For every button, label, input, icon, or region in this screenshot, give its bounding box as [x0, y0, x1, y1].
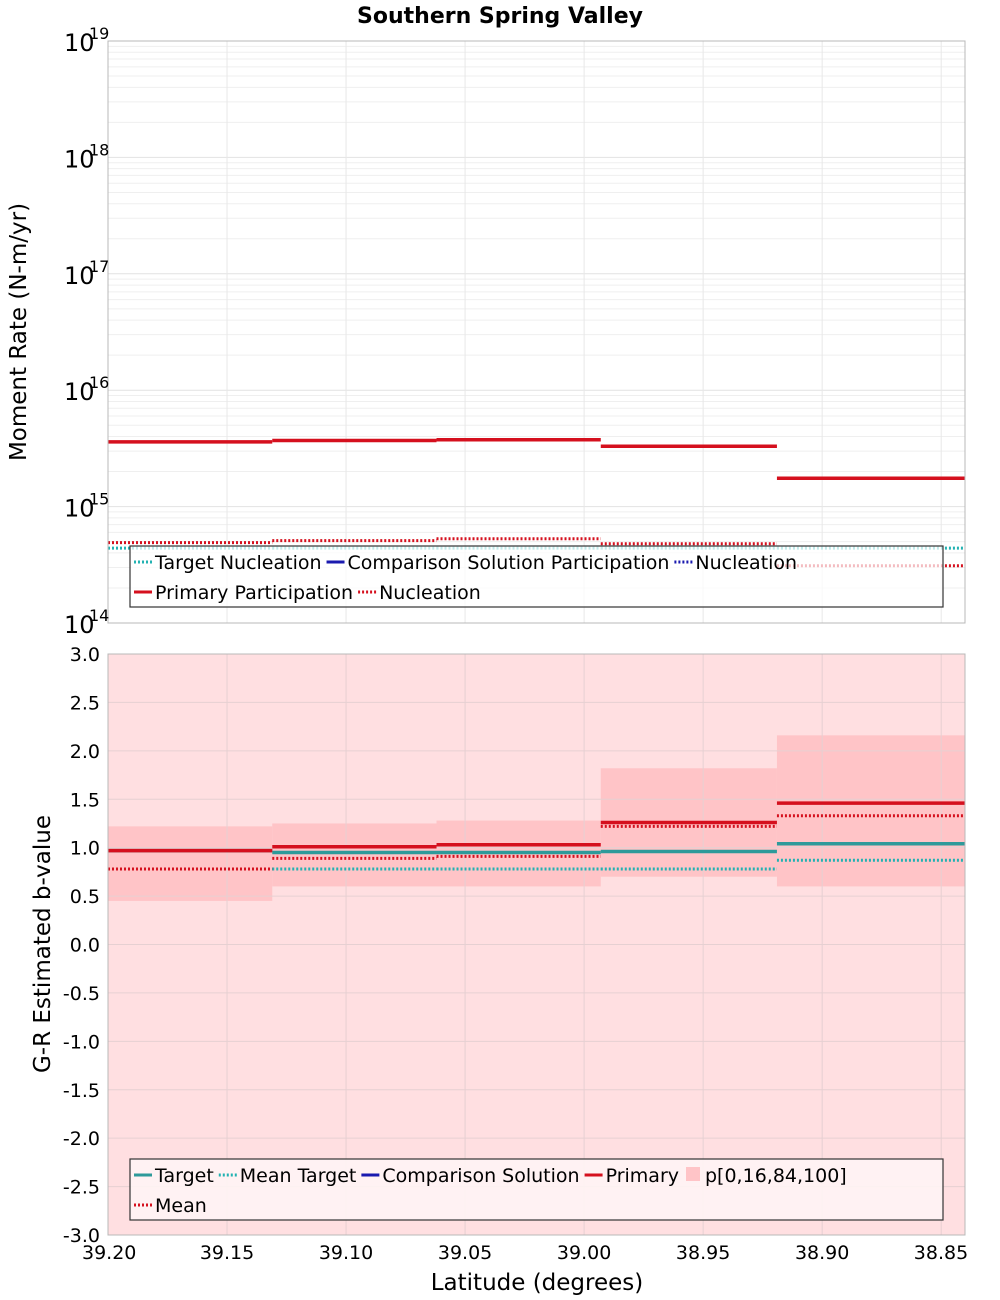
y-tick-label: 0.0	[70, 935, 100, 957]
y-tick-label: 3.0	[70, 644, 100, 666]
y-tick-label: 1.5	[70, 789, 100, 811]
y-tick-label: 2.0	[70, 741, 100, 763]
y-tick-exponent: 18	[89, 140, 109, 159]
y-tick-label: 1.0	[70, 838, 100, 860]
y-tick-label: -2.5	[63, 1177, 100, 1199]
y-tick-label: 10	[64, 29, 95, 57]
x-tick-label: 39.15	[200, 1242, 254, 1264]
moment-rate-legend: Target Nucleation Comparison Solution Par…	[129, 545, 944, 608]
x-tick-label: 38.85	[914, 1242, 968, 1264]
legend-label: Primary	[606, 1165, 679, 1187]
moment-rate-grid	[107, 41, 965, 624]
b-value-legend: Target Mean Target Comparison Solution Prim…	[129, 1158, 944, 1221]
legend-label: Comparison Solution	[382, 1165, 579, 1187]
legend-box	[129, 545, 944, 608]
y-tick-label: -1.0	[63, 1031, 100, 1053]
x-tick-label: 39.05	[438, 1242, 492, 1264]
y-tick-exponent: 19	[89, 24, 109, 43]
percentile-band-inner	[776, 735, 965, 887]
y-tick-label: -3.0	[63, 1225, 100, 1247]
y-tick-exponent: 16	[89, 373, 109, 392]
percentile-band-inner	[272, 823, 437, 887]
b-value-series	[108, 801, 965, 871]
moment-rate-y-axis-label: Moment Rate (N-m/yr)	[6, 203, 32, 461]
legend-label: Mean Target	[240, 1165, 357, 1187]
y-tick-label: -2.0	[63, 1128, 100, 1150]
legend-label: Mean	[155, 1195, 207, 1217]
y-tick-label: 10	[64, 611, 95, 639]
legend-label: p[0,16,84,100]	[705, 1165, 847, 1187]
b-value-plot-border	[107, 653, 966, 1236]
y-tick-label: 10	[64, 262, 95, 290]
legend-swatch	[686, 1167, 700, 1181]
legend-label: Primary Participation	[155, 582, 353, 604]
y-tick-label: 0.5	[70, 886, 100, 908]
b-value-y-ticks: 3.0 2.5 2.0 1.5 1.0 0.5 0.0 -0.5 -1.0 -1.5 -2.0 -2.…	[63, 644, 100, 1247]
x-axis-label: Latitude (degrees)	[431, 1270, 644, 1296]
legend-label: Target	[154, 1165, 214, 1187]
legend-label: Nucleation	[379, 582, 481, 604]
legend-label: Target Nucleation	[154, 552, 322, 574]
x-tick-label: 38.90	[795, 1242, 849, 1264]
y-tick-label: 2.5	[70, 692, 100, 714]
b-value-panel: 3.0 2.5 2.0 1.5 1.0 0.5 0.0 -0.5 -1.0 -1.5 -2.0 -2.…	[30, 644, 966, 1247]
b-value-y-axis-label: G-R Estimated b-value	[30, 815, 56, 1073]
y-tick-label: 10	[64, 145, 95, 173]
legend-label: Comparison Solution Participation	[348, 552, 670, 574]
y-tick-label: 10	[64, 495, 95, 523]
y-tick-label: -0.5	[63, 983, 100, 1005]
x-tick-label: 39.00	[557, 1242, 611, 1264]
chart-title: Southern Spring Valley	[357, 4, 643, 29]
legend-label: Nucleation	[695, 552, 797, 574]
percentile-band-inner	[108, 826, 273, 901]
moment-rate-plot-area	[108, 41, 965, 623]
y-tick-exponent: 14	[89, 606, 109, 625]
legend-box	[129, 1158, 944, 1221]
moment-rate-plot-border	[107, 40, 966, 624]
y-tick-exponent: 15	[89, 490, 109, 509]
x-tick-label: 39.20	[82, 1242, 136, 1264]
y-tick-label: -1.5	[63, 1080, 100, 1102]
y-tick-exponent: 17	[89, 257, 109, 276]
y-tick-label: 10	[64, 378, 95, 406]
x-axis-ticks: 39.20 39.15 39.10 39.05 39.00 38.95 38.90 38.85	[82, 1242, 968, 1264]
x-tick-label: 38.95	[676, 1242, 730, 1264]
x-tick-label: 39.10	[319, 1242, 373, 1264]
